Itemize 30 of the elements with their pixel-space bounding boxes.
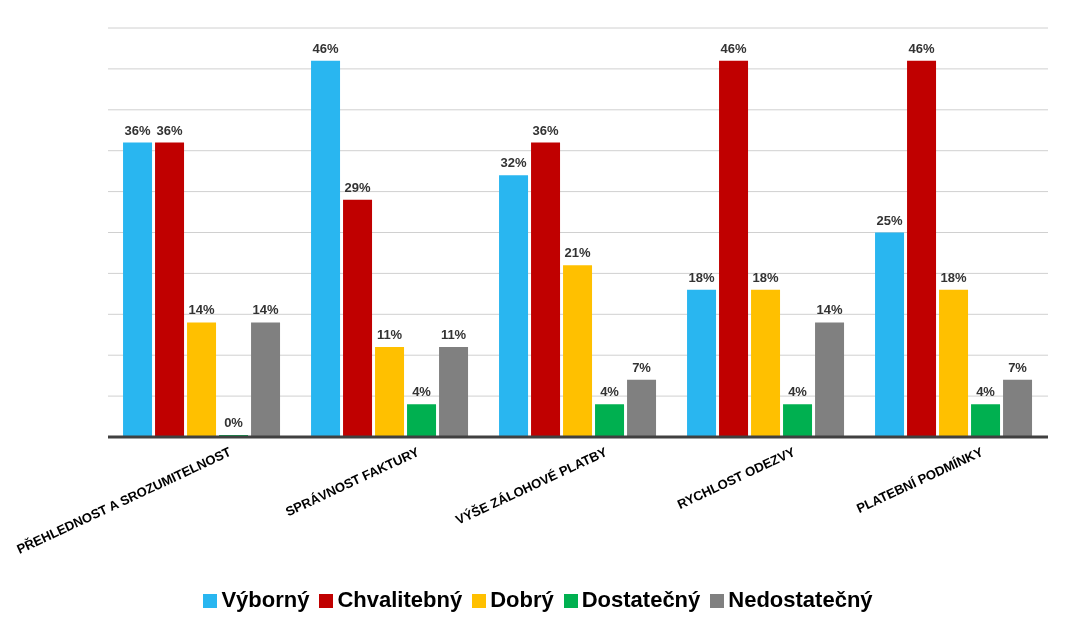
data-label: 4% xyxy=(976,384,996,400)
data-label: 18% xyxy=(752,269,779,285)
data-label: 7% xyxy=(1008,359,1028,375)
data-label: 36% xyxy=(532,122,559,138)
legend-label: Chvalitebný xyxy=(337,587,463,612)
data-label: 14% xyxy=(252,302,279,318)
data-label: 32% xyxy=(500,155,527,171)
legend-label: Výborný xyxy=(221,587,310,612)
data-label: 21% xyxy=(564,245,591,261)
data-label: 0% xyxy=(224,415,244,430)
legend-label: Dostatečný xyxy=(581,587,701,612)
data-label: 46% xyxy=(908,40,935,56)
data-label: 4% xyxy=(412,384,432,400)
data-label: 25% xyxy=(876,212,903,228)
data-label: 7% xyxy=(632,359,652,375)
data-label: 36% xyxy=(124,122,151,138)
data-label: 14% xyxy=(816,302,843,318)
data-label: 18% xyxy=(688,269,715,285)
data-label: 29% xyxy=(344,179,371,195)
data-label: 4% xyxy=(600,384,620,400)
legend-label: Nedostatečný xyxy=(728,587,873,612)
data-label: 14% xyxy=(188,302,215,318)
data-label: 36% xyxy=(156,122,183,138)
data-label: 4% xyxy=(788,384,808,400)
data-label: 11% xyxy=(376,327,403,343)
data-label: 11% xyxy=(440,327,467,343)
data-label: 18% xyxy=(940,269,967,285)
data-label: 46% xyxy=(720,40,747,56)
data-label: 46% xyxy=(312,40,339,56)
legend-label: Dobrý xyxy=(490,587,554,612)
